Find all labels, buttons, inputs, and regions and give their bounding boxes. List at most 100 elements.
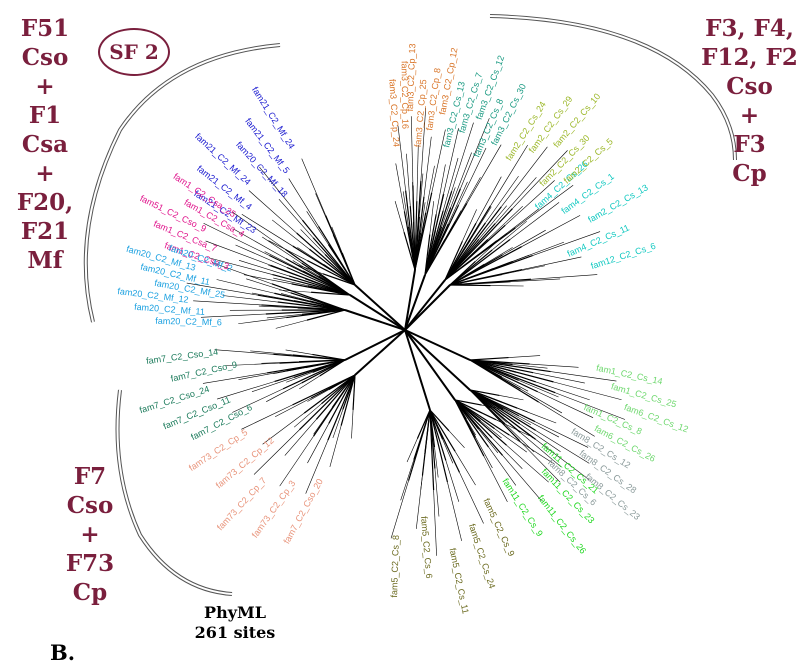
- bracket-sf51-inner: [84, 44, 281, 323]
- terminal-branch: [268, 264, 306, 279]
- terminal-branch: [279, 289, 312, 293]
- terminal-branch: [307, 423, 330, 464]
- terminal-branch: [434, 468, 440, 517]
- terminal-branch: [431, 129, 446, 193]
- terminal-branch: [529, 363, 579, 368]
- terminal-branch: [442, 439, 454, 464]
- terminal-branch: [535, 439, 590, 481]
- terminal-branch: [205, 240, 271, 266]
- terminal-branch: [505, 180, 555, 226]
- branch: [429, 409, 435, 491]
- terminal-branch: [433, 490, 437, 556]
- internal-branch: [349, 294, 406, 331]
- terminal-branch: [406, 153, 411, 207]
- branch: [424, 203, 468, 276]
- branch: [322, 273, 356, 286]
- leaf-label: fam5_C2_Cs_24: [467, 522, 497, 589]
- terminal-branch: [434, 447, 439, 478]
- branch: [424, 204, 460, 276]
- internal-branch: [404, 329, 456, 401]
- branch: [352, 374, 356, 410]
- terminal-branch: [519, 432, 562, 468]
- branch: [282, 359, 346, 390]
- terminal-branch: [520, 388, 563, 414]
- terminal-branch: [502, 265, 546, 275]
- terminal-branch: [402, 191, 409, 227]
- terminal-branch: [518, 380, 559, 398]
- branch: [301, 309, 346, 315]
- terminal-branch: [258, 305, 298, 309]
- terminal-branch: [395, 163, 405, 212]
- terminal-branch: [487, 205, 523, 240]
- branch: [469, 359, 539, 403]
- clade-line: F3: [733, 131, 766, 158]
- terminal-branch: [420, 202, 426, 233]
- internal-branch: [344, 329, 406, 361]
- terminal-branch: [238, 317, 287, 325]
- terminal-branch: [447, 481, 462, 541]
- terminal-branch: [491, 437, 523, 469]
- branch: [306, 309, 346, 321]
- terminal-branch: [443, 128, 459, 195]
- method-sites: 261 sites: [194, 623, 276, 642]
- terminal-branch: [305, 440, 329, 494]
- terminal-branch: [238, 260, 290, 277]
- terminal-branch: [222, 295, 278, 303]
- clade-line: Cso: [66, 492, 114, 519]
- branch: [454, 399, 482, 406]
- branch: [429, 409, 448, 483]
- clade-line: F73: [65, 550, 115, 577]
- internal-branch: [404, 329, 471, 361]
- internal-branch: [404, 274, 426, 331]
- terminal-branch: [521, 215, 581, 247]
- branch: [469, 359, 538, 393]
- terminal-branch: [495, 177, 537, 224]
- branch: [429, 409, 456, 452]
- terminal-branch: [275, 319, 307, 329]
- clade-line: F7: [73, 463, 107, 490]
- terminal-branch: [397, 125, 406, 191]
- terminal-branch: [475, 176, 502, 224]
- branch: [266, 359, 346, 374]
- terminal-branch: [488, 446, 517, 486]
- branch: [303, 374, 356, 414]
- terminal-branch: [186, 282, 259, 296]
- terminal-branch: [235, 244, 288, 268]
- terminal-branch: [394, 201, 405, 233]
- branch: [469, 389, 502, 403]
- terminal-branch: [503, 408, 531, 425]
- terminal-branch: [475, 437, 493, 469]
- terminal-branch: [211, 262, 272, 285]
- terminal-branch: [286, 371, 313, 383]
- branch: [340, 374, 356, 426]
- terminal-branch: [515, 371, 554, 383]
- internal-branch: [404, 279, 446, 331]
- terminal-branch: [241, 213, 293, 247]
- clade-line: +: [80, 521, 100, 548]
- terminal-branch: [274, 397, 312, 418]
- clade-line: Cso: [726, 73, 773, 100]
- terminal-branch: [297, 247, 324, 265]
- terminal-branch: [504, 423, 535, 453]
- terminal-branch: [410, 116, 414, 186]
- terminal-branch: [466, 419, 476, 436]
- terminal-branch: [441, 187, 456, 227]
- terminal-branch: [293, 403, 322, 428]
- terminal-branch: [522, 256, 582, 270]
- terminal-branch: [448, 430, 465, 449]
- leaf-label: fam5_C2_Cs_6: [419, 516, 434, 579]
- terminal-branch: [490, 144, 528, 206]
- terminal-branch: [499, 395, 524, 401]
- terminal-branch: [420, 107, 427, 181]
- branch: [444, 224, 506, 281]
- terminal-branch: [534, 421, 589, 448]
- terminal-branch: [435, 164, 446, 215]
- terminal-branch: [494, 428, 528, 453]
- terminal-branch: [429, 201, 435, 235]
- terminal-branch: [214, 349, 274, 355]
- terminal-branch: [470, 206, 492, 240]
- branch: [274, 359, 346, 383]
- clade-label-sf51: F51 Cso + F1 Csa + F20, F21 Mf: [2, 14, 88, 275]
- clade-line: F21 Mf: [20, 218, 70, 274]
- terminal-branch: [530, 274, 598, 280]
